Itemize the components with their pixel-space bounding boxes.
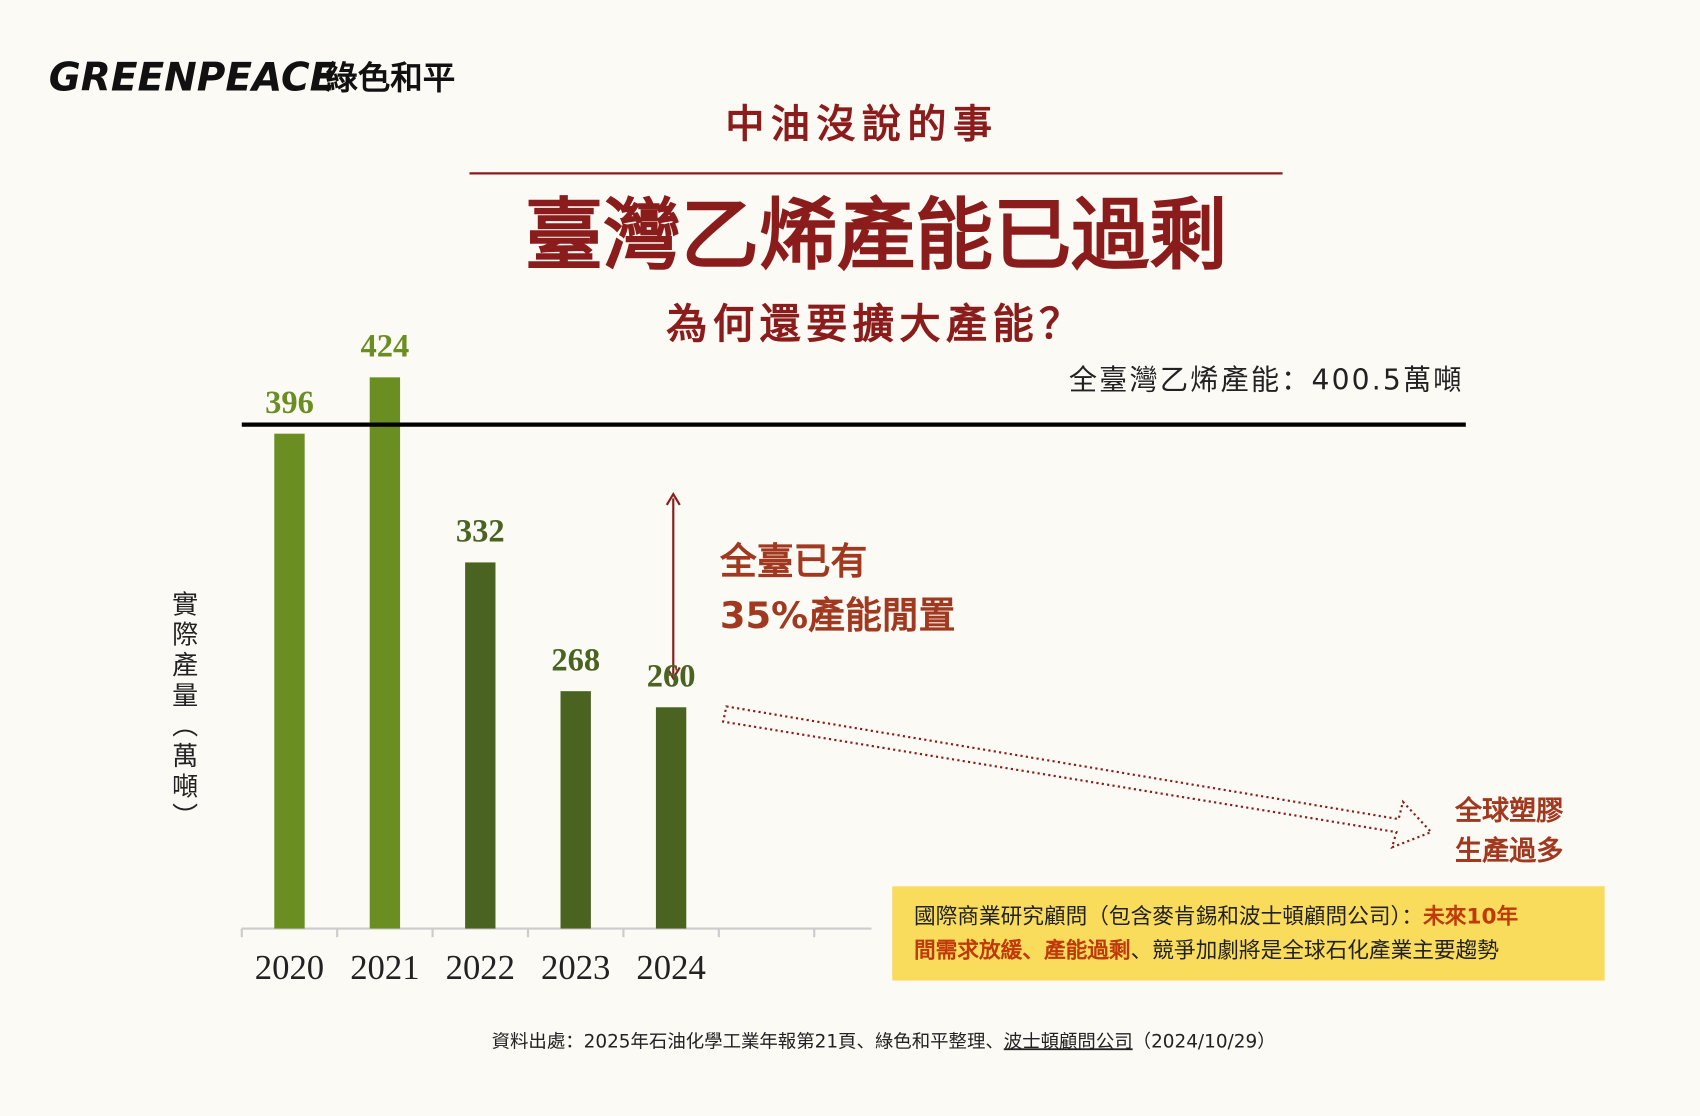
source: 資料出處：2025年石油化學工業年報第21頁、綠色和平整理、波士頓顧問公司（20… bbox=[492, 1031, 1276, 1052]
callout-segment: 間需求放緩、產能過剩 bbox=[914, 937, 1131, 963]
annotation: 35%產能閒置 bbox=[720, 594, 956, 637]
annotation: 全球塑膠 bbox=[1454, 795, 1563, 827]
value-label: 332 bbox=[456, 514, 505, 550]
callout-segment: 、競爭加劇將是全球石化產業主要趨勢 bbox=[1131, 938, 1500, 963]
x-tick-label: 2024 bbox=[636, 948, 705, 987]
bar bbox=[655, 707, 687, 929]
annotation: 生產過多 bbox=[1455, 835, 1563, 867]
bar bbox=[369, 377, 401, 929]
kicker: 中油沒說的事 bbox=[725, 102, 998, 147]
callout-line: 國際商業研究顧問（包含麥肯錫和波士頓顧問公司）：未來10年 bbox=[914, 904, 1519, 930]
x-tick-label: 2023 bbox=[541, 948, 610, 987]
chart-title: 臺灣乙烯產能已過剩 bbox=[525, 191, 1227, 281]
callout-box bbox=[892, 886, 1605, 981]
source-segment: （2024/10/29） bbox=[1133, 1031, 1276, 1052]
logo-chinese: 綠色和平 bbox=[325, 59, 455, 97]
x-tick-label: 2020 bbox=[255, 948, 324, 987]
gap-arrow bbox=[665, 491, 681, 681]
x-tick-label: 2022 bbox=[446, 948, 515, 987]
reference-label: 全臺灣乙烯產能：400.5萬噸 bbox=[1069, 363, 1464, 396]
source-segment: 資料出處：2025年石油化學工業年報第21頁、綠色和平整理、 bbox=[492, 1031, 1004, 1052]
value-label: 260 bbox=[647, 659, 696, 695]
x-tick-label: 2021 bbox=[350, 948, 419, 987]
annotation: 全臺已有 bbox=[719, 540, 867, 583]
callout-line: 間需求放緩、產能過剩、競爭加劇將是全球石化產業主要趨勢 bbox=[914, 937, 1499, 963]
y-axis-label: 實際產量（萬噸） bbox=[168, 590, 198, 833]
source-segment: 波士頓顧問公司 bbox=[1004, 1031, 1133, 1052]
value-label: 396 bbox=[265, 385, 314, 421]
logo-text: GREENPEACE bbox=[49, 56, 337, 101]
trend-arrow bbox=[721, 705, 1434, 850]
callout-segment: 未來10年 bbox=[1423, 904, 1518, 930]
chart-subtitle: 為何還要擴大產能？ bbox=[666, 300, 1085, 348]
value-label: 268 bbox=[551, 642, 600, 678]
bar bbox=[465, 562, 496, 929]
callout-segment: 國際商業研究顧問（包含麥肯錫和波士頓顧問公司）： bbox=[914, 905, 1423, 930]
bar bbox=[274, 433, 305, 929]
value-label: 424 bbox=[361, 329, 410, 365]
bar bbox=[560, 691, 591, 929]
